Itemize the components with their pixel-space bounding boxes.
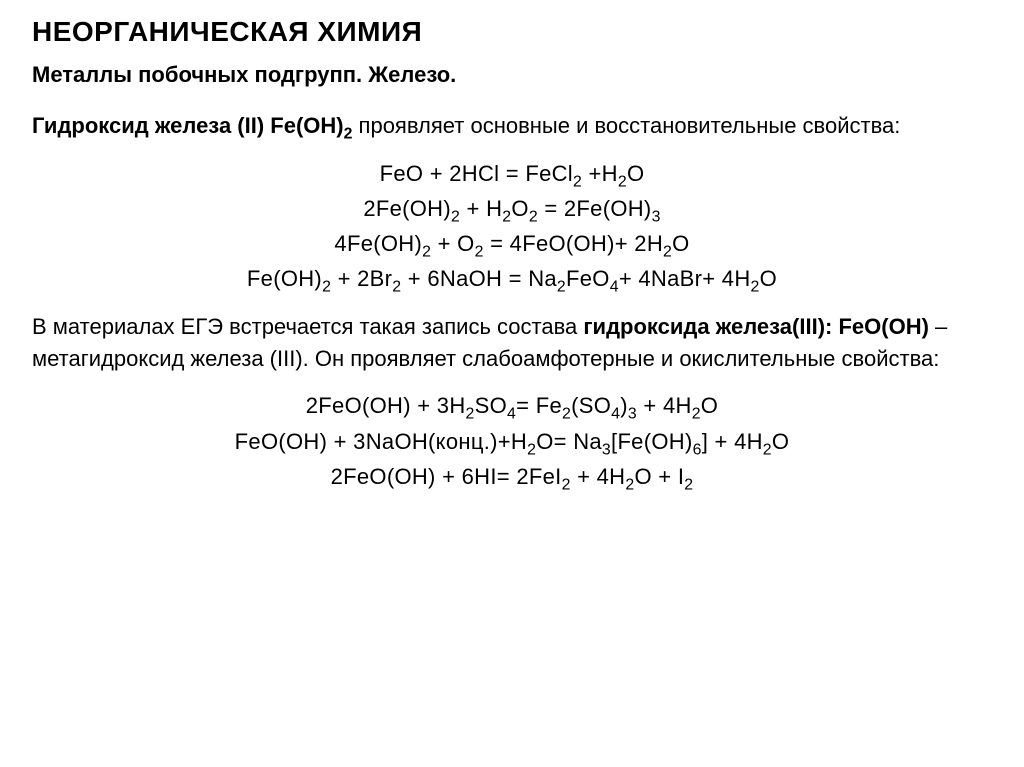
equations-block-1: FeO + 2HCl = FeCl2 +H2O 2Fe(OH)2 + H2O2 … bbox=[32, 156, 992, 297]
equation-3: 4Fe(OH)2 + O2 = 4FeO(OH)+ 2H2O bbox=[32, 226, 992, 261]
subtitle: Металлы побочных подгрупп. Железо. bbox=[32, 62, 992, 88]
equation-5: 2FeO(OH) + 3H2SO4= Fe2(SO4)3 + 4H2O bbox=[32, 388, 992, 423]
equation-2: 2Fe(OH)2 + H2O2 = 2Fe(OH)3 bbox=[32, 191, 992, 226]
main-title: НЕОРГАНИЧЕСКАЯ ХИМИЯ bbox=[32, 16, 992, 48]
intro-bold: Гидроксид железа (II) Fe(OH)2 bbox=[32, 113, 352, 138]
equations-block-2: 2FeO(OH) + 3H2SO4= Fe2(SO4)3 + 4H2O FeO(… bbox=[32, 388, 992, 494]
equation-4: Fe(OH)2 + 2Br2 + 6NaOH = Na2FeO4+ 4NaBr+… bbox=[32, 261, 992, 296]
equation-1: FeO + 2HCl = FeCl2 +H2O bbox=[32, 156, 992, 191]
equation-7: 2FeO(OH) + 6HI= 2FeI2 + 4H2O + I2 bbox=[32, 459, 992, 494]
intro-rest: проявляет основные и восстановительные с… bbox=[352, 113, 900, 138]
equation-6: FeO(OH) + 3NaOH(конц.)+H2O= Na3[Fe(OH)6]… bbox=[32, 424, 992, 459]
mid-bold: гидроксида железа(III): FeO(OH) bbox=[583, 314, 929, 339]
intro-paragraph: Гидроксид железа (II) Fe(OH)2 проявляет … bbox=[32, 110, 992, 142]
mid-part1: В материалах ЕГЭ встречается такая запис… bbox=[32, 314, 583, 339]
mid-paragraph: В материалах ЕГЭ встречается такая запис… bbox=[32, 311, 992, 375]
